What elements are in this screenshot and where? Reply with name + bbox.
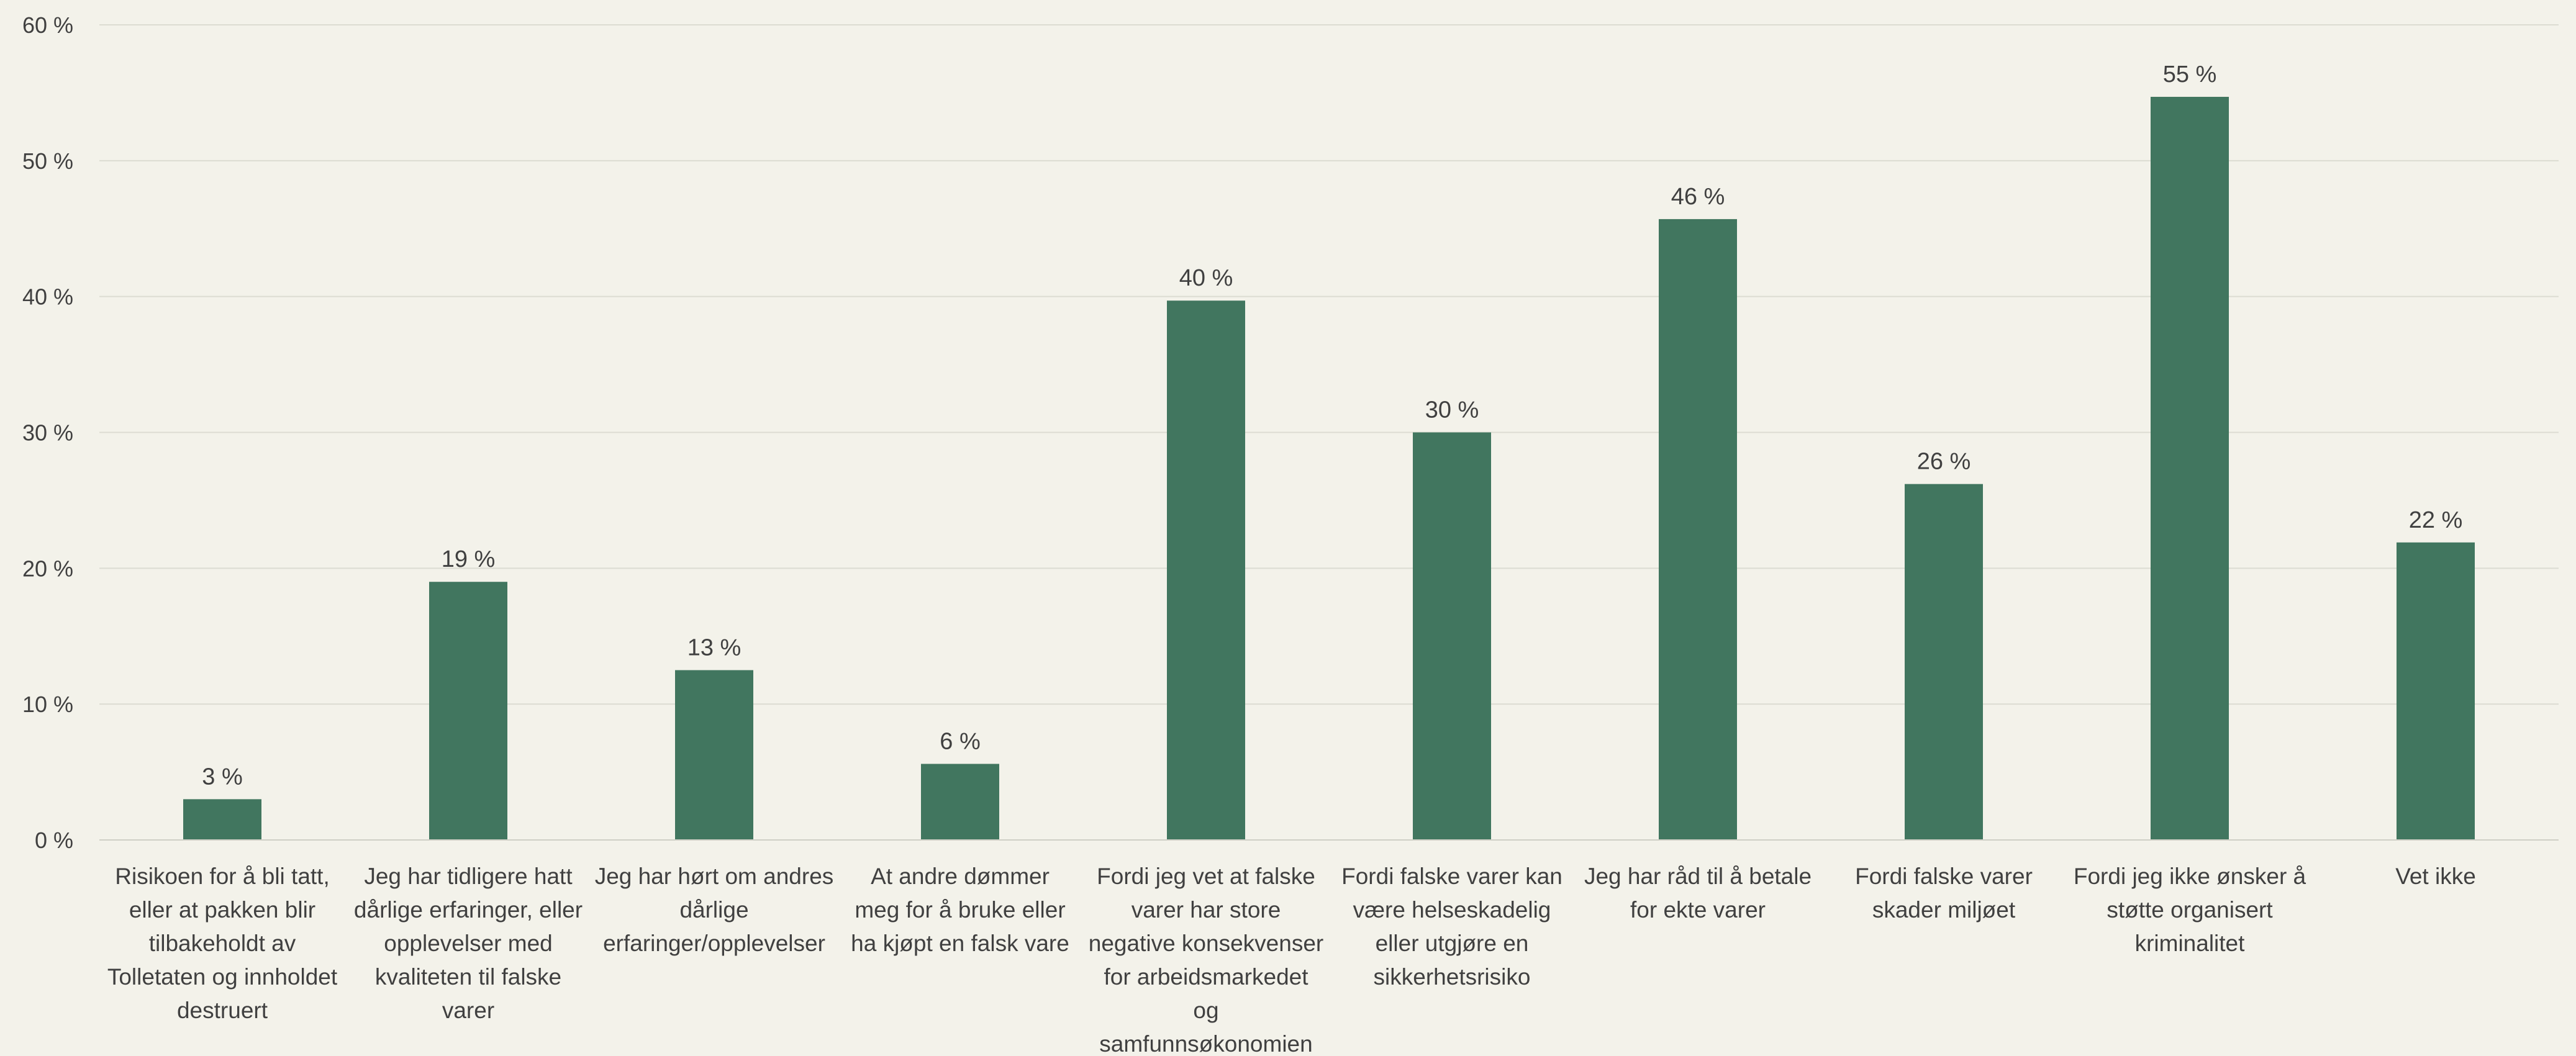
x-tick-label-line: opplevelser med (384, 931, 552, 956)
bar (921, 764, 999, 840)
bar (675, 670, 753, 840)
data-label: 22 % (2409, 507, 2463, 533)
x-tick-label-line: kriminalitet (2135, 931, 2246, 956)
bar (2397, 542, 2475, 840)
x-tick-label-line: for ekte varer (1630, 897, 1766, 923)
x-tick-label-line: Jeg har hørt om andres (595, 864, 834, 889)
x-tick-label: Jeg har råd til å betale for ekte varer (1584, 864, 1812, 923)
x-tick-label-line: Risikoen for å bli tatt, (115, 864, 329, 889)
x-tick-label-line: tilbakeholdt av (149, 931, 296, 956)
bars (183, 96, 2475, 841)
x-tick-label-line: ha kjøpt en falsk vare (851, 931, 1069, 956)
x-tick-label: Jeg har hørt om andres dårlige erfaringer/… (595, 864, 834, 956)
x-tick-label-line: Fordi jeg ikke ønsker å (2074, 864, 2306, 889)
x-tick-label: Jeg har tidligere hatt dårlige erfaringer… (354, 864, 583, 1023)
x-tick-label-line: varer (442, 998, 494, 1023)
x-tick-label-line: være helseskadelig (1353, 897, 1551, 923)
x-tick-label-line: Fordi falske varer (1855, 864, 2033, 889)
data-label: 55 % (2163, 61, 2217, 88)
x-tick-label-line: for arbeidsmarkedet (1104, 964, 1308, 990)
x-tick-label: Fordi falske varer skader miljøet (1855, 864, 2033, 923)
x-tick-label-line: erfaringer/opplevelser (603, 931, 825, 956)
y-tick-label: 50 % (22, 148, 73, 174)
data-label: 26 % (1917, 449, 1971, 475)
x-tick-label-line: varer har store (1132, 897, 1281, 923)
x-tick-label-line: Tolletaten og innholdet (107, 964, 338, 990)
x-tick-label-line: negative konsekvenser (1089, 931, 1323, 956)
bar (1905, 484, 1983, 840)
x-tick-label-line: meg for å bruke eller (855, 897, 1065, 923)
x-tick-label-line: og (1193, 998, 1218, 1023)
x-tick-label: Fordi jeg ikke ønsker å støtte organisert… (2074, 864, 2306, 956)
x-tick-label-line: Jeg har råd til å betale (1584, 864, 1812, 889)
x-tick-label-line: eller at pakken blir (129, 897, 315, 923)
x-axis-category-labels: Risikoen for å bli tatt, eller at pakken … (107, 864, 2476, 1056)
x-tick-label-line: Jeg har tidligere hatt (364, 864, 573, 889)
x-tick-label-line: samfunnsøkonomien (1099, 1031, 1312, 1053)
x-tick-label-line: Fordi falske varer kan (1341, 864, 1562, 889)
data-label: 19 % (442, 546, 496, 572)
y-tick-label: 0 % (35, 828, 73, 853)
x-tick-label-line: skader miljøet (1872, 897, 2016, 923)
y-tick-label: 10 % (22, 692, 73, 717)
bar (2151, 96, 2229, 840)
x-tick-label-line: Fordi jeg vet at falske (1097, 864, 1315, 889)
data-label: 30 % (1425, 397, 1479, 423)
data-labels: 3 % 19 % 13 % 6 % 40 % 30 % 46 % 26 % 55 % 22 % (202, 61, 2462, 790)
x-tick-label: Fordi falske varer kan være helseskadelig… (1341, 864, 1562, 990)
y-tick-label: 20 % (22, 556, 73, 581)
bar (183, 799, 261, 840)
x-tick-label: Fordi jeg vet at falske varer har store ne… (1089, 864, 1323, 1053)
bar (1167, 300, 1245, 840)
x-tick-label-line: sikkerhetsrisiko (1374, 964, 1531, 990)
x-tick-label: Vet ikke (2395, 864, 2476, 889)
y-tick-label: 40 % (22, 284, 73, 310)
data-label: 46 % (1671, 184, 1725, 210)
bar (1413, 432, 1491, 840)
gridlines (99, 24, 2559, 705)
x-tick-label-line: destruert (177, 998, 268, 1023)
x-tick-label-line: Vet ikke (2395, 864, 2476, 889)
bar (429, 582, 507, 840)
y-tick-label: 30 % (22, 420, 73, 446)
x-tick-label-line: støtte organisert (2107, 897, 2273, 923)
data-label: 6 % (940, 728, 980, 754)
x-tick-label-line: dårlige (679, 897, 748, 923)
x-tick-label-line: eller utgjøre en (1376, 931, 1529, 956)
x-tick-label: At andre dømmer meg for å bruke eller ha k… (851, 864, 1069, 956)
x-tick-label-line: dårlige erfaringer, eller (354, 897, 583, 923)
y-axis-tick-labels: 0 % 10 % 20 % 30 % 40 % 50 % 60 % (22, 12, 73, 853)
data-label: 3 % (202, 764, 242, 790)
x-tick-label-line: At andre dømmer (871, 864, 1050, 889)
x-tick-label-line: kvaliteten til falske (375, 964, 561, 990)
data-label: 13 % (687, 634, 742, 661)
data-label: 40 % (1179, 265, 1233, 291)
x-tick-label: Risikoen for å bli tatt, eller at pakken … (107, 864, 338, 1023)
bar (1659, 219, 1737, 841)
y-tick-label: 60 % (22, 12, 73, 38)
